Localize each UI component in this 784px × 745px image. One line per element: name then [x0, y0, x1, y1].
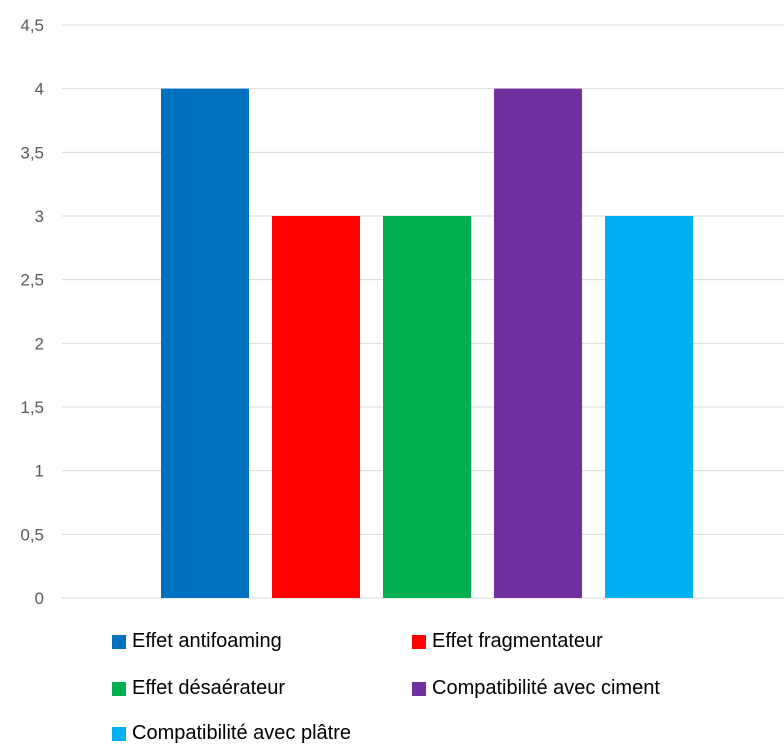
legend-swatch	[112, 726, 126, 741]
legend-label: Effet désaérateur	[132, 677, 286, 699]
y-tick-label: 2	[35, 334, 44, 353]
legend-label: Effet fragmentateur	[432, 630, 603, 652]
legend-swatch	[112, 634, 126, 649]
y-tick-label: 4,5	[20, 16, 44, 35]
legend-label: Compatibilité avec ciment	[432, 677, 660, 699]
bar	[605, 216, 693, 598]
legend-label: Effet antifoaming	[132, 630, 282, 652]
y-tick-label: 1,5	[20, 398, 44, 417]
y-tick-label: 2,5	[20, 271, 44, 290]
bar	[161, 88, 249, 599]
legend-item: Effet fragmentateur	[412, 630, 603, 653]
bar	[383, 216, 471, 598]
y-axis-tick-labels: 0 0,5 1 1,5 2 2,5 3 3,5 4 4,5	[20, 16, 44, 608]
y-tick-label: 1	[35, 462, 44, 481]
legend-item: Compatibilité avec ciment	[412, 677, 660, 700]
legend-swatch	[112, 681, 126, 696]
y-tick-label: 3,5	[20, 143, 44, 162]
y-tick-label: 3	[35, 207, 44, 226]
legend-item: Effet désaérateur	[112, 677, 285, 700]
legend-label: Compatibilité avec plâtre	[132, 722, 351, 744]
legend-item: Compatibilité avec plâtre	[112, 722, 351, 745]
bar	[272, 216, 360, 598]
legend-swatch	[412, 634, 426, 649]
bar-chart: 0 0,5 1 1,5 2 2,5 3 3,5 4 4,5	[20, 16, 784, 608]
y-tick-label: 0	[35, 589, 44, 608]
y-tick-label: 4	[35, 80, 44, 99]
bar	[494, 88, 582, 599]
legend-swatch	[412, 681, 426, 696]
y-tick-label: 0,5	[20, 525, 44, 544]
legend-item: Effet antifoaming	[112, 630, 282, 653]
bars	[161, 88, 693, 599]
